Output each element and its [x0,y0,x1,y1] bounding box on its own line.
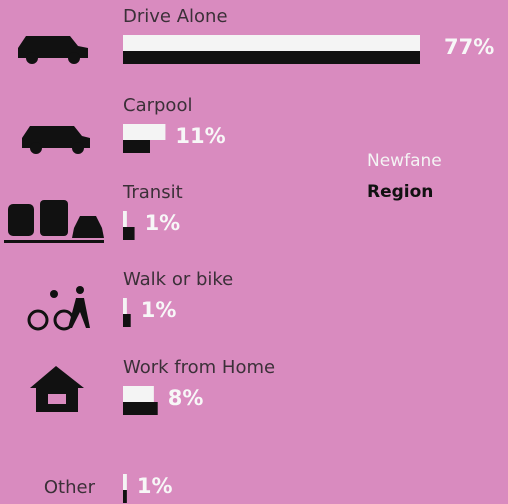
value-label: 8% [168,386,204,410]
car-icon [18,36,88,64]
value-label: 11% [175,124,225,148]
legend-label: Region [367,182,433,202]
category-label: Other [44,477,96,498]
bar [123,51,420,64]
bar [123,35,420,51]
bar [123,490,127,503]
icons [4,36,104,412]
category-label: Drive Alone [123,6,228,27]
bar [123,298,127,314]
bar [123,211,127,227]
category-label: Walk or bike [123,269,233,290]
value-label: 77% [444,35,494,59]
value-label: 1% [137,474,173,498]
category-label: Transit [122,182,183,203]
category-label: Work from Home [123,357,275,378]
home-icon [30,366,84,412]
bar [123,227,135,240]
bar [123,124,166,140]
bar [123,402,158,415]
carpool-icon [22,126,90,154]
bar [123,140,150,153]
walk-bike-icon [27,286,90,331]
bar [123,474,127,490]
transit-icon [4,200,104,243]
category-label: Carpool [123,95,192,116]
bar [123,386,154,402]
bar [123,314,131,327]
value-label: 1% [145,211,181,235]
value-label: 1% [141,298,177,322]
legend-label: Newfane [367,151,442,171]
